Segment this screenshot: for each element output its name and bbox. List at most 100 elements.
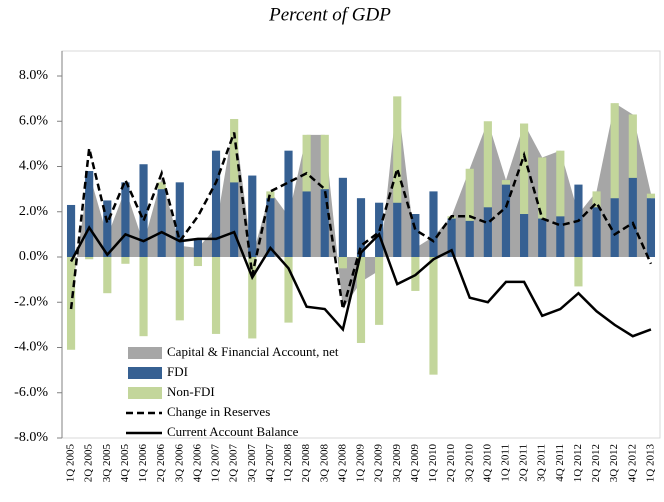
x-tick-label: 3Q 2010 bbox=[463, 444, 475, 483]
bar bbox=[157, 189, 166, 257]
y-tick-label: 2.0% bbox=[19, 204, 49, 219]
x-tick-label: 4Q 2009 bbox=[409, 444, 421, 483]
bar bbox=[139, 257, 148, 337]
bar bbox=[121, 182, 130, 257]
x-tick-label: 4Q 2012 bbox=[626, 444, 638, 482]
bar bbox=[501, 180, 511, 185]
bar bbox=[193, 257, 202, 267]
line bbox=[69, 225, 652, 338]
legend-label: Non-FDI bbox=[167, 384, 215, 399]
bar bbox=[592, 207, 601, 257]
bar bbox=[465, 220, 474, 257]
y-tick-label: 6.0% bbox=[19, 113, 49, 128]
x-tick-label: 4Q 2007 bbox=[264, 444, 276, 483]
bar bbox=[230, 118, 239, 183]
x-tick-label: 2Q 2009 bbox=[373, 444, 385, 483]
bar bbox=[175, 257, 184, 321]
bar bbox=[610, 198, 619, 257]
bar bbox=[628, 114, 637, 178]
bar bbox=[85, 257, 94, 260]
x-tick-label: 1Q 2011 bbox=[500, 444, 512, 482]
x-tick-label: 4Q 2006 bbox=[191, 444, 203, 483]
x-tick-label: 3Q 2012 bbox=[608, 444, 620, 482]
bar bbox=[103, 257, 112, 294]
x-tick-label: 3Q 2008 bbox=[318, 444, 330, 483]
legend-label: FDI bbox=[167, 364, 188, 379]
y-tick-label: 0.0% bbox=[19, 249, 49, 264]
bar bbox=[85, 171, 94, 257]
bar bbox=[501, 184, 511, 257]
bar bbox=[556, 150, 565, 217]
bar bbox=[248, 257, 257, 339]
x-tick-label: 3Q 2006 bbox=[173, 444, 185, 483]
bar bbox=[483, 207, 492, 257]
bar bbox=[157, 182, 166, 190]
x-tick-label: 1Q 2008 bbox=[282, 444, 294, 483]
bar bbox=[139, 164, 148, 257]
bar bbox=[284, 257, 293, 323]
x-tick-label: 3Q 2011 bbox=[536, 444, 548, 482]
x-tick-label: 2Q 2008 bbox=[300, 444, 312, 483]
bar bbox=[646, 193, 656, 199]
bar bbox=[66, 204, 76, 257]
bar bbox=[121, 257, 130, 264]
legend-label: Current Account Balance bbox=[167, 424, 299, 439]
bar bbox=[320, 189, 329, 257]
bar bbox=[465, 168, 474, 221]
bar bbox=[520, 123, 529, 215]
legend-label: Capital & Financial Account, net bbox=[167, 344, 339, 359]
legend-swatch bbox=[128, 387, 162, 399]
x-tick-label: 2Q 2007 bbox=[228, 444, 240, 483]
y-tick-label: -2.0% bbox=[14, 294, 48, 309]
bar bbox=[211, 257, 221, 334]
x-tick-label: 2Q 2010 bbox=[445, 444, 457, 483]
bar bbox=[103, 200, 112, 257]
bar bbox=[338, 177, 347, 257]
bar bbox=[302, 134, 311, 192]
bar bbox=[175, 182, 184, 257]
bar bbox=[356, 198, 366, 257]
x-tick-label: 1Q 2005 bbox=[65, 444, 77, 483]
bar bbox=[393, 96, 402, 203]
x-tick-label: 2Q 2012 bbox=[590, 444, 602, 482]
x-tick-label: 3Q 2009 bbox=[391, 444, 403, 483]
y-tick-label: -6.0% bbox=[14, 385, 48, 400]
bar bbox=[193, 238, 202, 257]
x-tick-label: 1Q 2010 bbox=[427, 444, 439, 483]
bar bbox=[356, 257, 366, 343]
bar bbox=[538, 157, 547, 219]
bar bbox=[411, 214, 420, 257]
bar bbox=[628, 177, 637, 257]
bar bbox=[266, 198, 275, 257]
chart-title: Percent of GDP bbox=[268, 4, 391, 25]
bar bbox=[393, 202, 402, 257]
x-tick-label: 1Q 2007 bbox=[210, 444, 222, 483]
bar bbox=[320, 134, 329, 190]
y-tick-label: -8.0% bbox=[14, 430, 48, 445]
legend-swatch bbox=[128, 367, 162, 379]
bar bbox=[520, 214, 529, 257]
bar bbox=[266, 191, 275, 199]
x-tick-label: 2Q 2005 bbox=[83, 444, 95, 483]
x-tick-label: 1Q 2013 bbox=[644, 444, 656, 483]
legend-swatch bbox=[128, 347, 162, 359]
bar bbox=[610, 103, 619, 199]
bar bbox=[429, 257, 438, 375]
x-tick-label: 1Q 2006 bbox=[137, 444, 149, 483]
bar bbox=[230, 182, 239, 257]
bar bbox=[338, 257, 347, 269]
bar bbox=[646, 198, 656, 257]
x-tick-label: 4Q 2008 bbox=[336, 444, 348, 483]
bar bbox=[211, 150, 221, 257]
x-tick-label: 4Q 2005 bbox=[119, 444, 131, 483]
line bbox=[69, 132, 653, 310]
y-tick-label: 4.0% bbox=[19, 159, 49, 174]
bar bbox=[538, 218, 547, 257]
y-tick-label: -4.0% bbox=[14, 340, 48, 355]
bar bbox=[447, 218, 456, 257]
bar bbox=[302, 191, 311, 257]
bar bbox=[556, 216, 565, 257]
x-tick-label: 1Q 2012 bbox=[572, 444, 584, 482]
bar bbox=[574, 257, 583, 287]
